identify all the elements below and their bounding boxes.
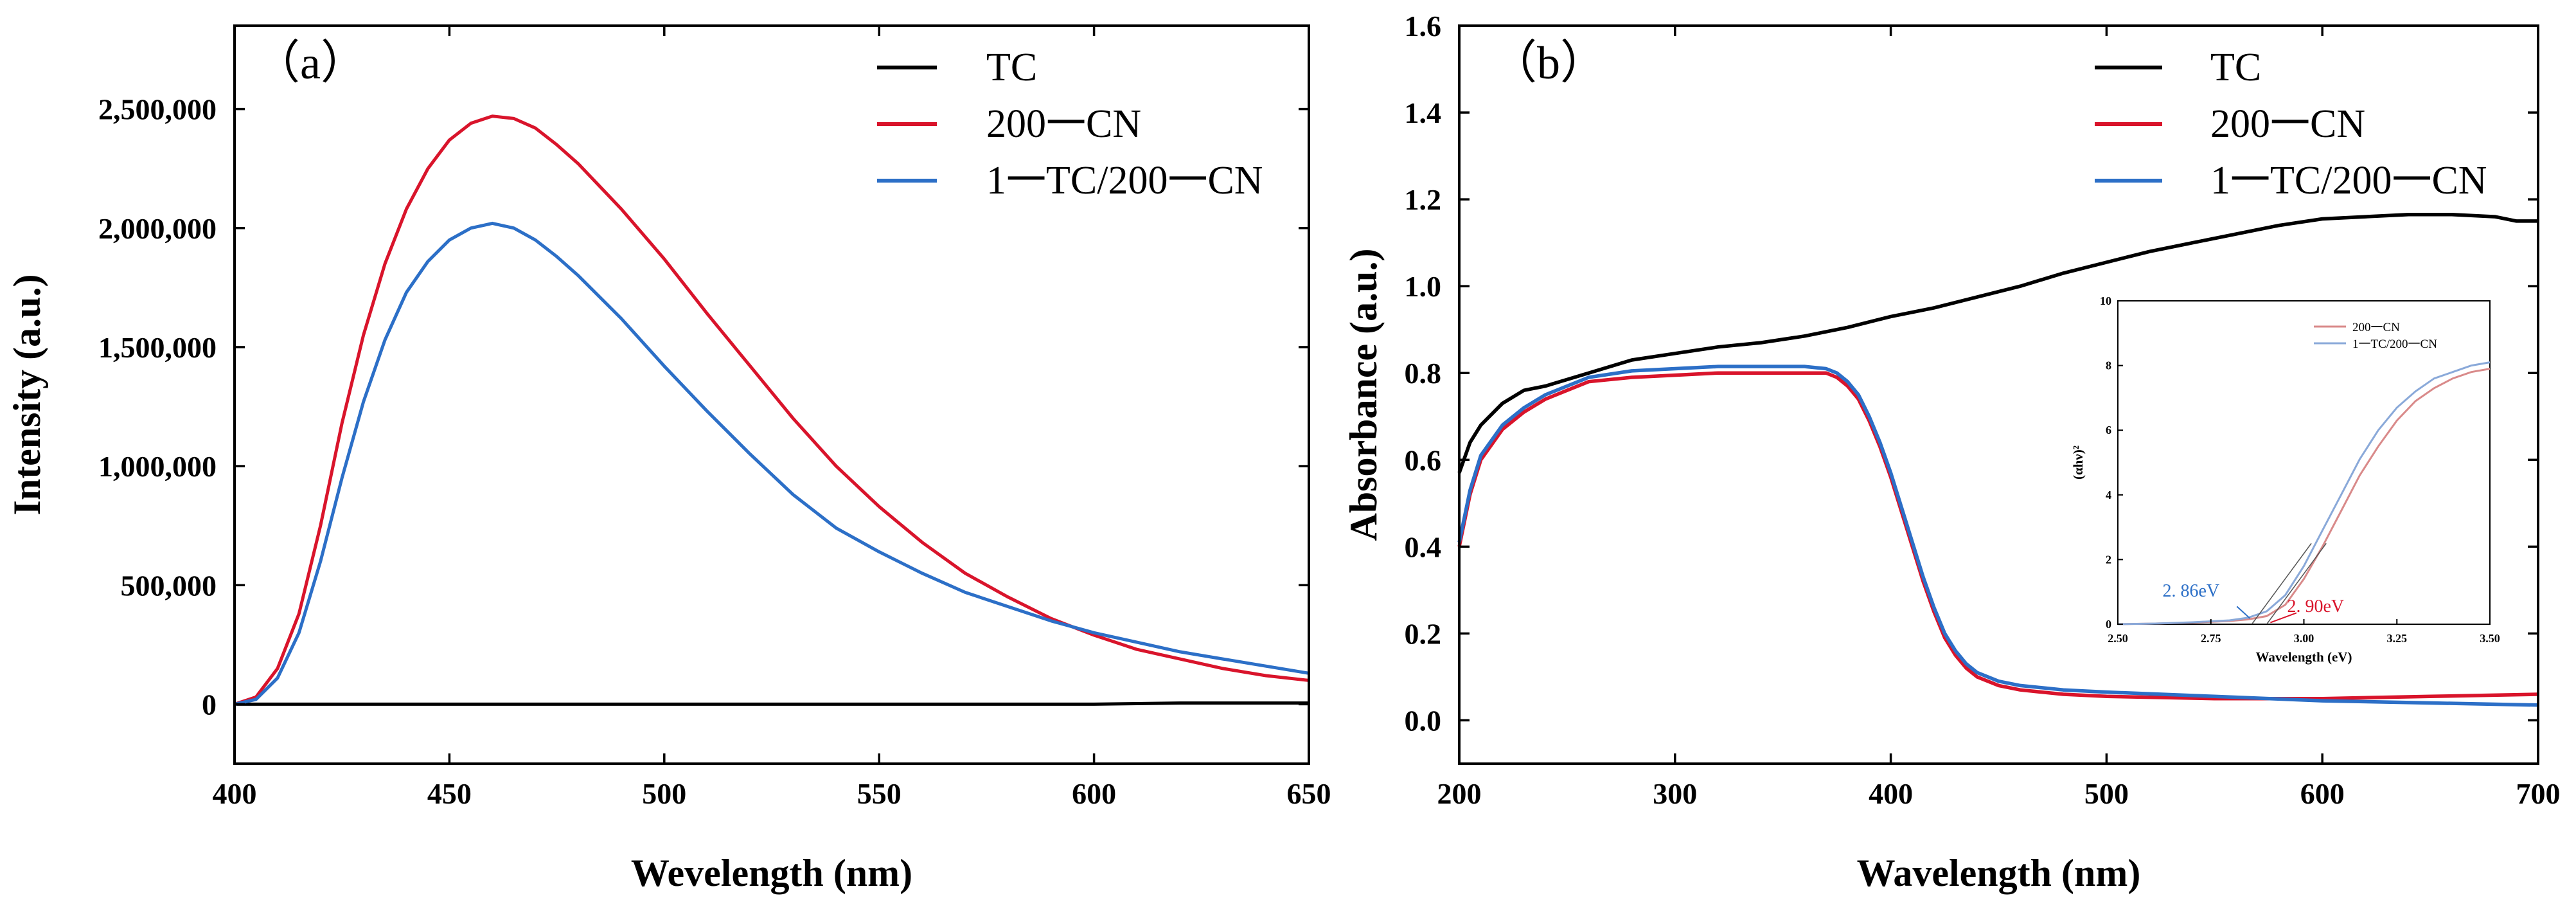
inset-tangent-line-2	[2266, 543, 2327, 625]
y-tick-label: 1.4	[1405, 96, 1442, 129]
annotation-arrow-1	[2236, 606, 2251, 619]
x-axis-label: Wevelength (nm)	[631, 852, 912, 894]
x-tick-label: 300	[1653, 777, 1697, 810]
y-axis-label: Absorbance (a.u.)	[1342, 248, 1385, 541]
panel-b-chart: 200 300 400 500 600 700 0.0 0.2 0.4 0.6 0.8 1.0 1.2 1…	[1342, 10, 2561, 894]
y-tick-label: 0.2	[1405, 617, 1442, 650]
annotation-arrow-2	[2270, 612, 2297, 624]
inset-x-axis-label: Wavelength (eV)	[2256, 649, 2352, 665]
legend-label-2: 200一CN	[2210, 102, 2365, 146]
inset-y-tick-label: 4	[2106, 489, 2111, 501]
y-tick-label: 0	[202, 688, 217, 721]
inset-y-tick-label: 2	[2106, 553, 2111, 566]
inset-x-tick-label: 2.50	[2108, 632, 2128, 645]
x-tick-label: 500	[642, 777, 686, 810]
y-tick-label: 500,000	[121, 569, 217, 602]
inset-x-tick-label: 3.50	[2480, 632, 2500, 645]
inset-tangent-line-1	[2251, 543, 2312, 625]
legend-label-2: 200一CN	[986, 102, 1141, 146]
panel-label: （b）	[1491, 37, 1606, 89]
inset-chart: 2.50 2.75 3.00 3.25 3.50 0 2 4 6 8 10 Wavelength (e…	[2070, 294, 2500, 665]
series-line-1	[235, 701, 1309, 706]
y-tick-label: 1,000,000	[98, 450, 217, 483]
inset-frame	[2117, 300, 2491, 625]
y-tick-label: 0.0	[1405, 704, 1442, 737]
inset-x-tick-label: 3.00	[2294, 632, 2314, 645]
x-tick-label: 400	[213, 777, 257, 810]
legend-label-1: TC	[2210, 46, 2261, 89]
plot-frame	[1458, 24, 2539, 765]
inset-y-tick-label: 0	[2106, 618, 2111, 631]
panel-label: （a）	[254, 37, 367, 89]
x-tick-label: 500	[2084, 777, 2129, 810]
series-line-2	[234, 114, 1310, 706]
panel-a-chart: 400 450 500 550 600 650 0 500,000 1,000,000 1,500…	[6, 24, 1331, 894]
x-tick-label: 600	[1072, 777, 1116, 810]
y-tick-label: 2,500,000	[98, 93, 217, 126]
series-line-3	[234, 221, 1310, 706]
x-tick-label: 650	[1287, 777, 1331, 810]
y-tick-label: 1.0	[1405, 270, 1442, 303]
plot-frame	[233, 24, 1310, 765]
inset-y-tick-label: 8	[2106, 359, 2111, 372]
y-tick-label: 0.8	[1405, 357, 1442, 390]
inset-y-tick-label: 6	[2106, 424, 2111, 437]
inset-series-line-2	[2117, 361, 2491, 626]
annotation-bandgap-1: 2. 86eV	[2162, 581, 2219, 601]
inset-legend-label-2: 1一TC/200一CN	[2352, 338, 2437, 351]
y-tick-label: 1.6	[1405, 10, 1442, 42]
legend-label-1: TC	[986, 46, 1037, 89]
inset-legend-label-1: 200一CN	[2352, 321, 2400, 334]
y-tick-label: 2,000,000	[98, 212, 217, 245]
x-tick-label: 700	[2516, 777, 2561, 810]
y-axis-label: Intensity (a.u.)	[6, 274, 48, 515]
y-tick-label: 0.4	[1405, 530, 1442, 563]
series-line-1	[1457, 213, 2538, 474]
series-line-3	[1457, 364, 2539, 707]
inset-y-axis-label: (αhν)²	[2070, 446, 2086, 480]
inset-x-tick-label: 2.75	[2201, 632, 2221, 645]
legend-label-3: 1一TC/200一CN	[986, 159, 1263, 203]
legend-label-3: 1一TC/200一CN	[2210, 159, 2487, 203]
inset-x-tick-label: 3.25	[2387, 632, 2408, 645]
x-tick-label: 450	[427, 777, 472, 810]
x-tick-label: 400	[1869, 777, 1913, 810]
inset-y-tick-label: 10	[2100, 294, 2111, 307]
x-axis-label: Wavelength (nm)	[1857, 852, 2141, 894]
annotation-bandgap-2: 2. 90eV	[2287, 597, 2344, 616]
y-tick-label: 1.2	[1405, 183, 1442, 216]
x-tick-label: 550	[857, 777, 902, 810]
x-tick-label: 600	[2300, 777, 2345, 810]
y-tick-label: 1,500,000	[98, 331, 217, 364]
x-tick-label: 200	[1437, 777, 1482, 810]
y-tick-label: 0.6	[1405, 444, 1442, 476]
